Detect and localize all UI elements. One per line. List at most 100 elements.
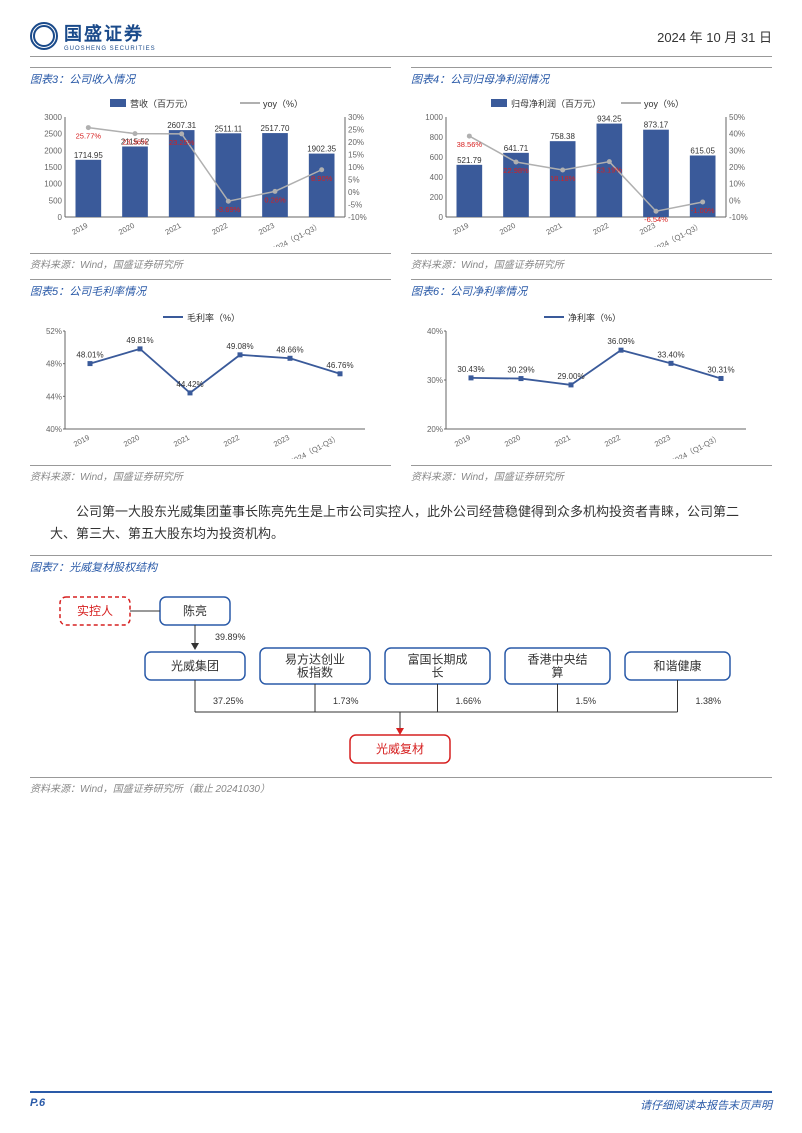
svg-text:0: 0 xyxy=(58,213,63,222)
svg-text:10%: 10% xyxy=(348,163,364,172)
chart-4: 图表4：公司归母净利润情况 归母净利润（百万元）yoy（%）0200400600… xyxy=(411,67,772,271)
svg-text:600: 600 xyxy=(430,153,444,162)
svg-text:2021: 2021 xyxy=(164,221,183,237)
chart-7: 图表7：光威复材股权结构 实控人陈亮39.89%光威集团37.25%易方达创业板… xyxy=(30,555,772,795)
svg-text:2019: 2019 xyxy=(72,433,91,449)
svg-text:yoy（%）: yoy（%） xyxy=(644,99,684,109)
company-name-en: GUOSHENG SECURITIES xyxy=(64,46,156,52)
svg-text:758.38: 758.38 xyxy=(550,132,575,141)
svg-text:49.08%: 49.08% xyxy=(226,342,253,351)
svg-text:20%: 20% xyxy=(427,425,443,434)
body-paragraph: 公司第一大股东光威集团董事长陈亮先生是上市公司实控人，此外公司经营稳健得到众多机… xyxy=(30,491,772,555)
company-name-cn: 国盛证券 xyxy=(64,20,156,46)
svg-text:48.66%: 48.66% xyxy=(276,345,303,354)
svg-text:40%: 40% xyxy=(729,130,745,139)
svg-text:光威复材: 光威复材 xyxy=(376,742,424,756)
svg-text:-3.69%: -3.69% xyxy=(216,205,240,214)
svg-text:2020: 2020 xyxy=(503,433,522,449)
svg-text:48.01%: 48.01% xyxy=(76,351,103,360)
svg-text:富国长期成: 富国长期成 xyxy=(407,652,467,667)
svg-text:20%: 20% xyxy=(729,163,745,172)
svg-text:30%: 30% xyxy=(427,376,443,385)
chart-4-svg: 归母净利润（百万元）yoy（%）02004006008001000-10%0%1… xyxy=(411,97,761,247)
svg-text:3000: 3000 xyxy=(44,113,62,122)
svg-text:23.36%: 23.36% xyxy=(122,138,148,147)
chart-6-source: 资料来源：Wind，国盛证券研究所 xyxy=(411,466,772,483)
svg-text:和谐健康: 和谐健康 xyxy=(653,658,701,673)
svg-text:营收（百万元）: 营收（百万元） xyxy=(130,98,193,109)
svg-text:30%: 30% xyxy=(348,113,364,122)
svg-text:2517.70: 2517.70 xyxy=(261,124,290,133)
svg-text:48%: 48% xyxy=(46,360,62,369)
chart-3-title: 图表3：公司收入情况 xyxy=(30,67,391,89)
svg-text:0%: 0% xyxy=(348,188,360,197)
svg-text:2020: 2020 xyxy=(122,433,141,449)
chart-3-svg: 营收（百万元）yoy（%）050010001500200025003000-10… xyxy=(30,97,380,247)
svg-text:光威集团: 光威集团 xyxy=(171,658,219,673)
chart-6-title: 图表6：公司净利率情况 xyxy=(411,279,772,301)
svg-text:5%: 5% xyxy=(348,176,360,185)
svg-text:521.79: 521.79 xyxy=(457,156,482,165)
svg-text:毛利率（%）: 毛利率（%） xyxy=(187,312,240,323)
svg-text:29.00%: 29.00% xyxy=(557,372,584,381)
svg-text:40%: 40% xyxy=(46,425,62,434)
svg-text:20%: 20% xyxy=(348,138,364,147)
svg-text:2020: 2020 xyxy=(117,221,136,237)
svg-text:1000: 1000 xyxy=(425,113,443,122)
svg-text:37.25%: 37.25% xyxy=(213,696,244,706)
svg-text:1.66%: 1.66% xyxy=(456,696,482,706)
chart-4-title: 图表4：公司归母净利润情况 xyxy=(411,67,772,89)
svg-text:23.19%: 23.19% xyxy=(597,166,623,175)
svg-text:1.73%: 1.73% xyxy=(333,696,359,706)
svg-text:2022: 2022 xyxy=(210,221,229,237)
svg-text:香港中央结: 香港中央结 xyxy=(527,652,587,667)
svg-text:2000: 2000 xyxy=(44,146,62,155)
svg-text:38.56%: 38.56% xyxy=(457,140,483,149)
chart-5-svg: 毛利率（%）40%44%48%52%2019202020212022202320… xyxy=(30,309,380,459)
svg-text:-5%: -5% xyxy=(348,201,362,210)
svg-text:0.26%: 0.26% xyxy=(264,195,286,204)
svg-text:33.40%: 33.40% xyxy=(657,350,684,359)
svg-text:46.76%: 46.76% xyxy=(326,361,353,370)
svg-text:长: 长 xyxy=(431,666,443,680)
svg-text:2023: 2023 xyxy=(653,433,672,449)
footer-disclaimer: 请仔细阅读本报告末页声明 xyxy=(640,1097,772,1113)
svg-text:36.09%: 36.09% xyxy=(607,337,634,346)
svg-text:2024（Q1-Q3）: 2024（Q1-Q3） xyxy=(652,221,704,247)
svg-text:30.31%: 30.31% xyxy=(707,365,734,374)
page-number: P.6 xyxy=(30,1097,45,1113)
svg-text:615.05: 615.05 xyxy=(690,146,715,155)
chart-6: 图表6：公司净利率情况 净利率（%）20%30%40%2019202020212… xyxy=(411,279,772,483)
svg-text:800: 800 xyxy=(430,133,444,142)
svg-text:2021: 2021 xyxy=(553,433,572,449)
svg-text:归母净利润（百万元）: 归母净利润（百万元） xyxy=(511,98,601,109)
chart-4-source: 资料来源：Wind，国盛证券研究所 xyxy=(411,254,772,271)
svg-text:934.25: 934.25 xyxy=(597,115,622,124)
svg-text:400: 400 xyxy=(430,173,444,182)
svg-text:44.42%: 44.42% xyxy=(176,380,203,389)
svg-text:2019: 2019 xyxy=(70,221,89,237)
svg-text:2607.31: 2607.31 xyxy=(167,121,196,130)
svg-text:30.43%: 30.43% xyxy=(457,365,484,374)
svg-text:2019: 2019 xyxy=(451,221,470,237)
svg-text:200: 200 xyxy=(430,193,444,202)
chart-7-source: 资料来源：Wind，国盛证券研究所（截止 20241030） xyxy=(30,778,772,795)
svg-text:净利率（%）: 净利率（%） xyxy=(568,312,621,323)
svg-text:-10%: -10% xyxy=(348,213,367,222)
svg-text:641.71: 641.71 xyxy=(504,144,529,153)
company-logo: 国盛证券 GUOSHENG SECURITIES xyxy=(30,20,156,52)
svg-text:2511.11: 2511.11 xyxy=(214,124,242,133)
svg-text:1500: 1500 xyxy=(44,163,62,172)
chart-7-title: 图表7：光威复材股权结构 xyxy=(30,555,772,577)
svg-text:44%: 44% xyxy=(46,392,62,401)
svg-text:25%: 25% xyxy=(348,126,364,135)
svg-text:板指数: 板指数 xyxy=(297,665,333,680)
svg-text:2022: 2022 xyxy=(591,221,610,237)
svg-text:1000: 1000 xyxy=(44,180,62,189)
svg-text:22.98%: 22.98% xyxy=(503,166,529,175)
svg-text:2019: 2019 xyxy=(453,433,472,449)
svg-text:23.25%: 23.25% xyxy=(169,138,195,147)
svg-text:陈亮: 陈亮 xyxy=(183,603,207,618)
svg-text:2023: 2023 xyxy=(257,221,276,237)
page-footer: P.6 请仔细阅读本报告末页声明 xyxy=(30,1091,772,1113)
